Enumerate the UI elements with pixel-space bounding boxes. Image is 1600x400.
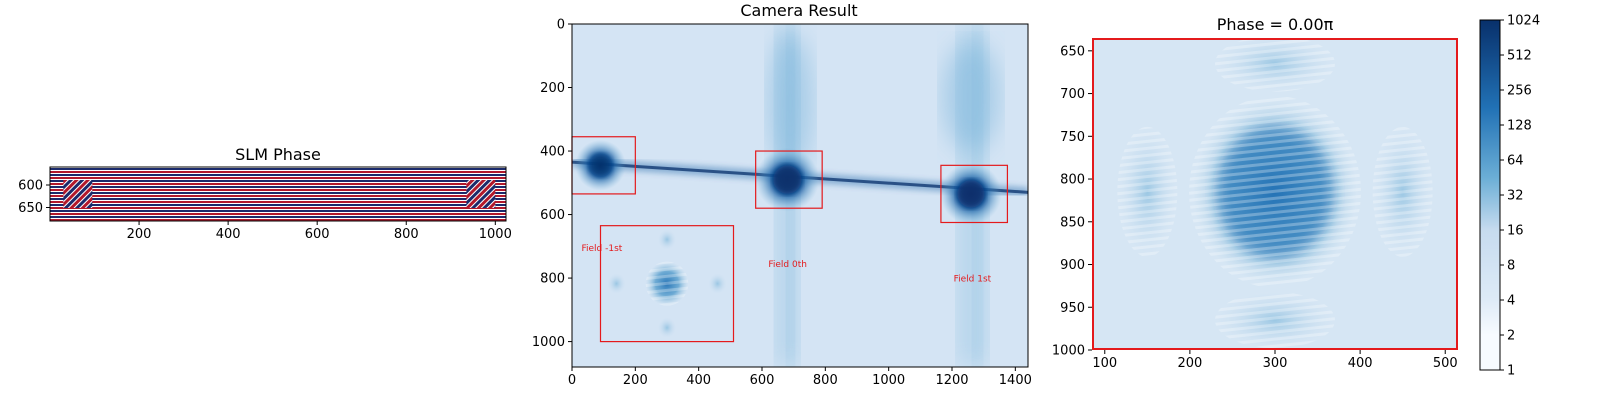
zoom-ytick-label: 850 — [1060, 215, 1085, 230]
field-box — [940, 164, 1009, 224]
slm-xtick-label: 1000 — [479, 227, 512, 242]
camera-result-panel: Camera Result Field -1st Field 0th Field 1… — [532, 1, 1032, 388]
zoom-ytick-label: 800 — [1060, 173, 1085, 188]
colorbar-tick-label: 256 — [1507, 84, 1532, 99]
colorbar-tick-label: 2 — [1507, 329, 1515, 344]
colorbar-tick-label: 128 — [1507, 119, 1532, 134]
colorbar-ticks: 1 2 4 8 16 32 64 128 256 512 1024 — [1500, 14, 1540, 379]
slm-phase-image — [50, 167, 506, 221]
cam-ytick-label: 0 — [557, 18, 565, 33]
camera-y-axis: 0 200 400 600 800 1000 — [532, 18, 572, 350]
slm-xtick-label: 200 — [127, 227, 152, 242]
cam-ytick-label: 800 — [540, 272, 565, 287]
slm-xtick-label: 600 — [305, 227, 330, 242]
colorbar: 1 2 4 8 16 32 64 128 256 512 1024 — [1479, 14, 1540, 379]
zoom-ytick-label: 950 — [1060, 301, 1085, 316]
cam-xtick-label: 800 — [813, 373, 838, 388]
slm-grating-windows — [63, 180, 496, 208]
zoom-ytick-label: 900 — [1060, 258, 1085, 273]
zoom-ytick-label: 700 — [1060, 87, 1085, 102]
cam-ytick-label: 600 — [540, 208, 565, 223]
cam-xtick-label: 1000 — [872, 373, 905, 388]
colorbar-tick-label: 8 — [1507, 259, 1515, 274]
camera-result-image — [572, 24, 1028, 367]
cam-xtick-label: 400 — [686, 373, 711, 388]
colorbar-tick-label: 512 — [1507, 49, 1532, 64]
slm-xtick-label: 400 — [216, 227, 241, 242]
zoom-ytick-label: 1000 — [1052, 344, 1085, 359]
field-box-label: Field 1st — [954, 274, 992, 284]
colorbar-gradient — [1480, 20, 1500, 370]
cam-xtick-label: 600 — [750, 373, 775, 388]
camera-result-title: Camera Result — [740, 1, 857, 20]
slm-x-axis: 200 400 600 800 1000 — [127, 221, 512, 242]
slm-grating-window — [63, 180, 93, 208]
slm-axes-frame — [49, 166, 507, 222]
camera-x-axis: 0 200 400 600 800 1000 1200 1400 — [568, 367, 1032, 388]
phase-zoom-image — [1092, 38, 1458, 350]
slm-grating-window — [466, 180, 496, 208]
phase-zoom-title: Phase = 0.00π — [1217, 15, 1334, 34]
zoom-y-axis: 650 700 750 800 850 900 950 1000 — [1052, 44, 1092, 359]
slm-ytick-label: 600 — [18, 179, 43, 194]
field-box — [755, 150, 823, 209]
slm-phase-title: SLM Phase — [235, 145, 321, 164]
zoom-red-border — [1092, 38, 1458, 350]
colorbar-tick-label: 16 — [1507, 224, 1524, 239]
colorbar-tick-label: 1024 — [1507, 14, 1540, 29]
camera-axes-frame — [571, 23, 1029, 368]
colorbar-tick-label: 4 — [1507, 294, 1515, 309]
field-boxes: Field -1st Field 0th Field 1st — [571, 136, 1009, 343]
cam-xtick-label: 200 — [623, 373, 648, 388]
zoom-ytick-label: 650 — [1060, 44, 1085, 59]
cam-ytick-label: 200 — [540, 81, 565, 96]
cam-ytick-label: 1000 — [532, 335, 565, 350]
phase-zoom-panel: Phase = 0.00π 100 200 300 400 500 650 700 750 8… — [1052, 15, 1458, 371]
inset-box — [599, 225, 735, 343]
zoom-xtick-label: 100 — [1092, 356, 1117, 371]
zoom-ytick-label: 750 — [1060, 130, 1085, 145]
cam-ytick-label: 400 — [540, 145, 565, 160]
colorbar-tick-label: 1 — [1507, 364, 1515, 379]
zoom-xtick-label: 300 — [1263, 356, 1288, 371]
zoom-x-axis: 100 200 300 400 500 — [1092, 350, 1458, 371]
zoom-xtick-label: 500 — [1433, 356, 1458, 371]
cam-xtick-label: 0 — [568, 373, 576, 388]
cam-xtick-label: 1200 — [935, 373, 968, 388]
slm-ytick-label: 650 — [18, 201, 43, 216]
slm-xtick-label: 800 — [394, 227, 419, 242]
cam-xtick-label: 1400 — [999, 373, 1032, 388]
field-box-label: Field -1st — [582, 244, 623, 254]
field-box-label: Field 0th — [768, 260, 807, 270]
colorbar-tick-label: 32 — [1507, 189, 1524, 204]
zoom-xtick-label: 200 — [1177, 356, 1202, 371]
zoom-xtick-label: 400 — [1348, 356, 1373, 371]
colorbar-tick-label: 64 — [1507, 154, 1524, 169]
